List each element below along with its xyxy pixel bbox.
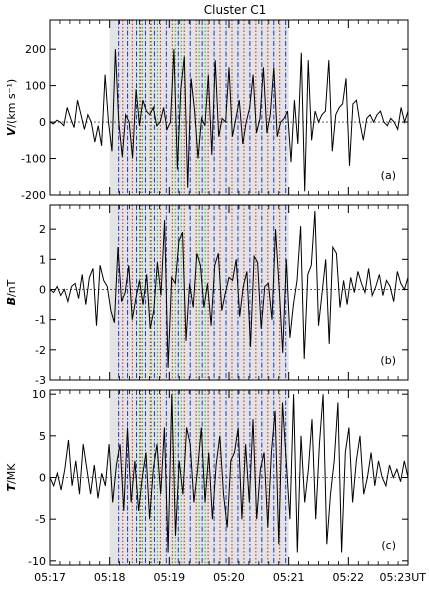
y-tick-label: -2 xyxy=(35,344,46,357)
series-line xyxy=(49,394,409,553)
y-axis-symbol: B xyxy=(5,297,18,305)
y-axis-unit: /nT xyxy=(5,279,18,297)
y-tick-label: -100 xyxy=(21,153,46,166)
panel-b: -3 -2 -1 0 1 2 (b) B/nT xyxy=(5,204,409,387)
panel-label: (b) xyxy=(380,354,396,367)
y-axis-symbol: V xyxy=(5,126,18,136)
y-tick-label: 0 xyxy=(39,116,46,129)
y-tick-label: 5 xyxy=(39,430,46,443)
y-tick-label: 2 xyxy=(39,223,46,236)
y-tick-label: -10 xyxy=(28,555,46,568)
x-tick-label: 05:17 xyxy=(34,571,66,584)
series-line xyxy=(49,49,409,192)
y-tick-label: -3 xyxy=(35,374,46,387)
panel-label: (c) xyxy=(381,539,396,552)
panel-label: (a) xyxy=(381,169,396,182)
panel-a: -200 -100 0 100 200 (a) V/(km s⁻¹) xyxy=(5,19,409,202)
y-axis-symbol: T xyxy=(5,482,18,491)
y-axis-label: B/nT xyxy=(5,279,18,305)
y-tick-label: -1 xyxy=(35,314,46,327)
y-axis-label: V/(km s⁻¹) xyxy=(5,79,18,136)
y-axis-label: T/MK xyxy=(5,463,18,492)
y-tick-label: 0 xyxy=(39,472,46,485)
x-tick-label: 05:21 xyxy=(273,571,305,584)
y-tick-label: 0 xyxy=(39,283,46,296)
chart-title: Cluster C1 xyxy=(204,3,266,17)
panel-c: -10 -5 0 5 10 (c) T/MK xyxy=(5,388,409,568)
x-tick-label: 05:19 xyxy=(153,571,185,584)
x-tick-label: 05:22 xyxy=(332,571,364,584)
x-axis-labels: 05:17 05:18 05:19 05:20 05:21 05:22 05:23UT xyxy=(34,571,426,584)
series-line xyxy=(49,210,409,368)
x-tick-label: 05:23UT xyxy=(380,571,427,584)
y-axis-unit: /(km s⁻¹) xyxy=(5,79,18,128)
y-tick-label: -5 xyxy=(35,513,46,526)
y-tick-label: 10 xyxy=(32,388,46,401)
y-tick-label: -200 xyxy=(21,189,46,202)
x-tick-label: 05:18 xyxy=(94,571,126,584)
y-axis-unit: /MK xyxy=(5,463,18,484)
y-tick-label: 100 xyxy=(25,80,46,93)
y-tick-label: 1 xyxy=(39,253,46,266)
x-tick-label: 05:20 xyxy=(213,571,245,584)
y-tick-label: 200 xyxy=(25,43,46,56)
